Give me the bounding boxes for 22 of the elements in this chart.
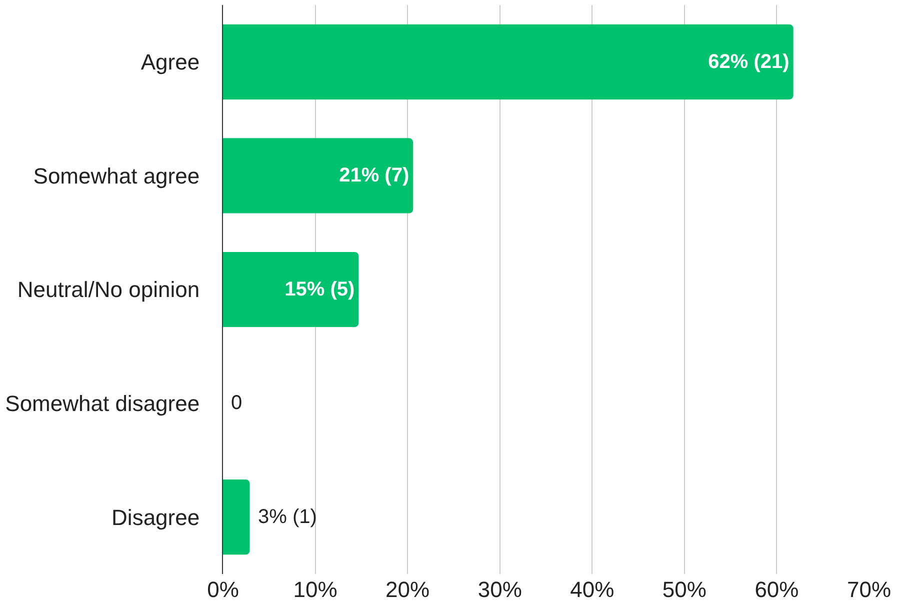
x-tick-label: 60% (754, 577, 799, 602)
x-tick-label: 30% (478, 577, 522, 602)
data-label: 3% (1) (258, 506, 317, 528)
x-tick-label: 20% (386, 577, 430, 602)
x-tick-label: 40% (570, 577, 614, 602)
y-tick-label: Agree (140, 50, 200, 75)
bar (223, 252, 359, 328)
bar (223, 480, 250, 555)
data-label: 62% (21) (708, 50, 790, 73)
y-tick-label: Disagree (112, 504, 200, 530)
x-tick-label: 50% (662, 577, 706, 602)
y-tick-label: Somewhat disagree (5, 391, 200, 416)
data-label: 15% (5) (284, 278, 355, 300)
x-tick-label: 70% (846, 577, 892, 602)
x-tick-label: 0% (207, 577, 239, 602)
y-tick-label: Somewhat agree (33, 163, 200, 188)
data-label: 0 (231, 392, 242, 414)
y-tick-label: Neutral/No opinion (17, 277, 200, 302)
data-label: 21% (7) (339, 164, 410, 187)
bar (223, 138, 414, 214)
bar (223, 24, 794, 100)
x-tick-label: 10% (293, 577, 338, 602)
